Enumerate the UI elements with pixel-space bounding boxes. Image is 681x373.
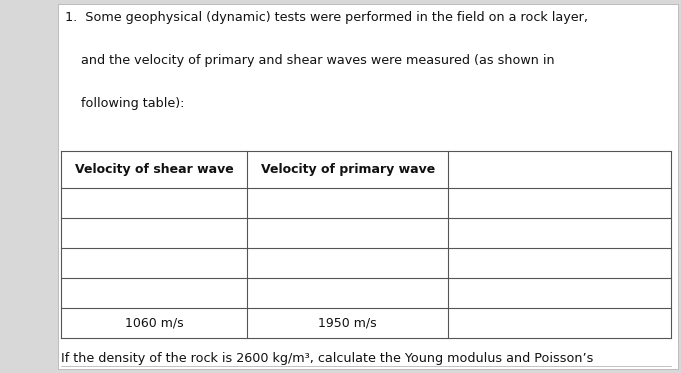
Text: Velocity of primary wave: Velocity of primary wave — [261, 163, 435, 176]
Text: 1.  Some geophysical (dynamic) tests were performed in the field on a rock layer: 1. Some geophysical (dynamic) tests were… — [65, 11, 588, 24]
Text: Velocity of shear wave: Velocity of shear wave — [75, 163, 234, 176]
Text: following table):: following table): — [65, 97, 184, 110]
Text: and the velocity of primary and shear waves were measured (as shown in: and the velocity of primary and shear wa… — [65, 54, 554, 67]
Text: If the density of the rock is 2600 kg/m³, calculate the Young modulus and Poisso: If the density of the rock is 2600 kg/m³… — [61, 352, 594, 366]
Text: 1950 m/s: 1950 m/s — [319, 316, 377, 329]
Text: 1060 m/s: 1060 m/s — [125, 316, 184, 329]
FancyBboxPatch shape — [58, 4, 678, 369]
